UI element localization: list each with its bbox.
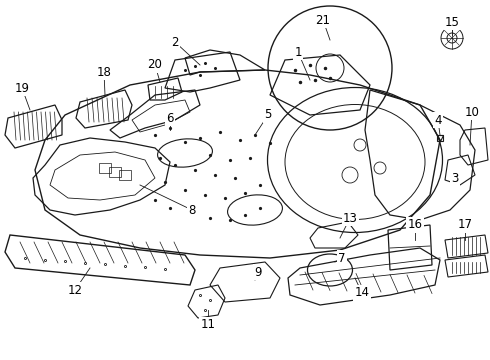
Text: 9: 9 [254,266,262,279]
Text: 13: 13 [343,211,357,225]
Text: 4: 4 [434,113,442,126]
Text: 7: 7 [338,252,346,265]
Text: 12: 12 [68,284,82,297]
Text: 10: 10 [465,105,479,118]
Text: 15: 15 [444,15,460,28]
Text: 11: 11 [200,319,216,332]
Text: 17: 17 [458,219,472,231]
Text: 5: 5 [264,108,271,122]
Text: 20: 20 [147,58,163,72]
Text: 2: 2 [171,36,179,49]
Text: 1: 1 [294,45,302,58]
Text: 14: 14 [354,287,369,300]
Text: 3: 3 [451,171,459,184]
Text: 18: 18 [97,66,111,78]
Text: 8: 8 [188,203,196,216]
Text: 19: 19 [15,81,29,94]
Text: 16: 16 [408,219,422,231]
Text: 21: 21 [316,13,330,27]
Text: 6: 6 [166,112,174,125]
